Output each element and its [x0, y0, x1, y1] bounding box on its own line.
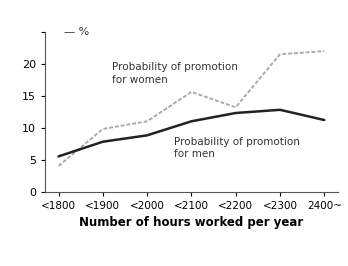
X-axis label: Number of hours worked per year: Number of hours worked per year: [79, 216, 303, 229]
Text: Probability of promotion
for men: Probability of promotion for men: [174, 137, 300, 159]
Text: Probability of promotion
for women: Probability of promotion for women: [112, 62, 238, 85]
Text: — %: — %: [64, 27, 89, 37]
